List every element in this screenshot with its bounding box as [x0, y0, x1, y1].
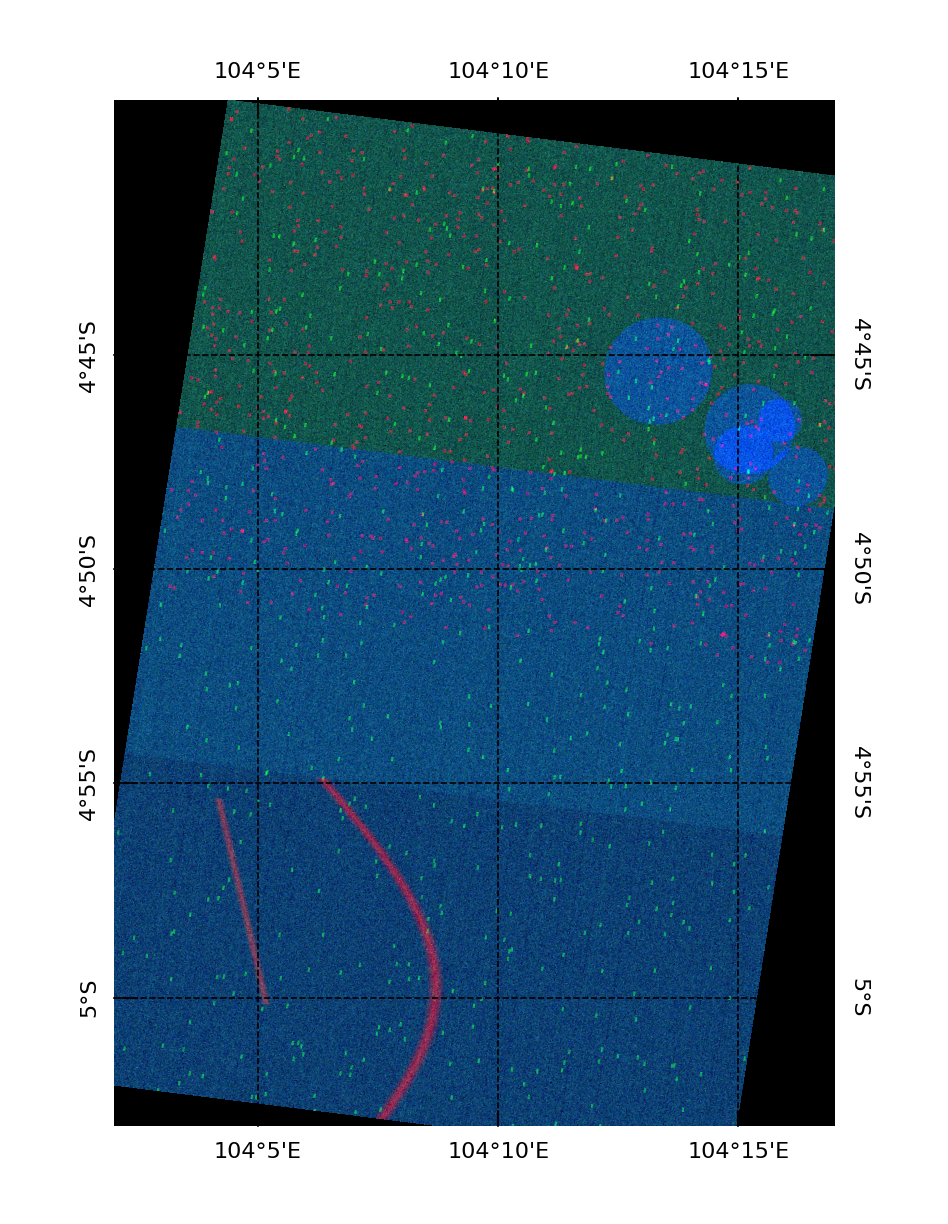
Text: 104°5'E: 104°5'E — [214, 1142, 301, 1162]
Text: 104°15'E: 104°15'E — [687, 1142, 790, 1162]
Text: 104°5'E: 104°5'E — [214, 62, 301, 82]
Text: 4°50'S: 4°50'S — [848, 532, 868, 606]
Text: 4°55'S: 4°55'S — [80, 747, 100, 820]
Text: 104°10'E: 104°10'E — [447, 1142, 549, 1162]
Text: 4°55'S: 4°55'S — [848, 747, 868, 820]
Text: 104°10'E: 104°10'E — [447, 62, 549, 82]
Text: 5°S: 5°S — [80, 978, 100, 1017]
Text: 4°50'S: 4°50'S — [80, 532, 100, 606]
Text: 4°45'S: 4°45'S — [80, 318, 100, 392]
Text: 104°15'E: 104°15'E — [687, 62, 790, 82]
Text: 4°45'S: 4°45'S — [848, 318, 868, 392]
Text: 5°S: 5°S — [848, 978, 868, 1017]
